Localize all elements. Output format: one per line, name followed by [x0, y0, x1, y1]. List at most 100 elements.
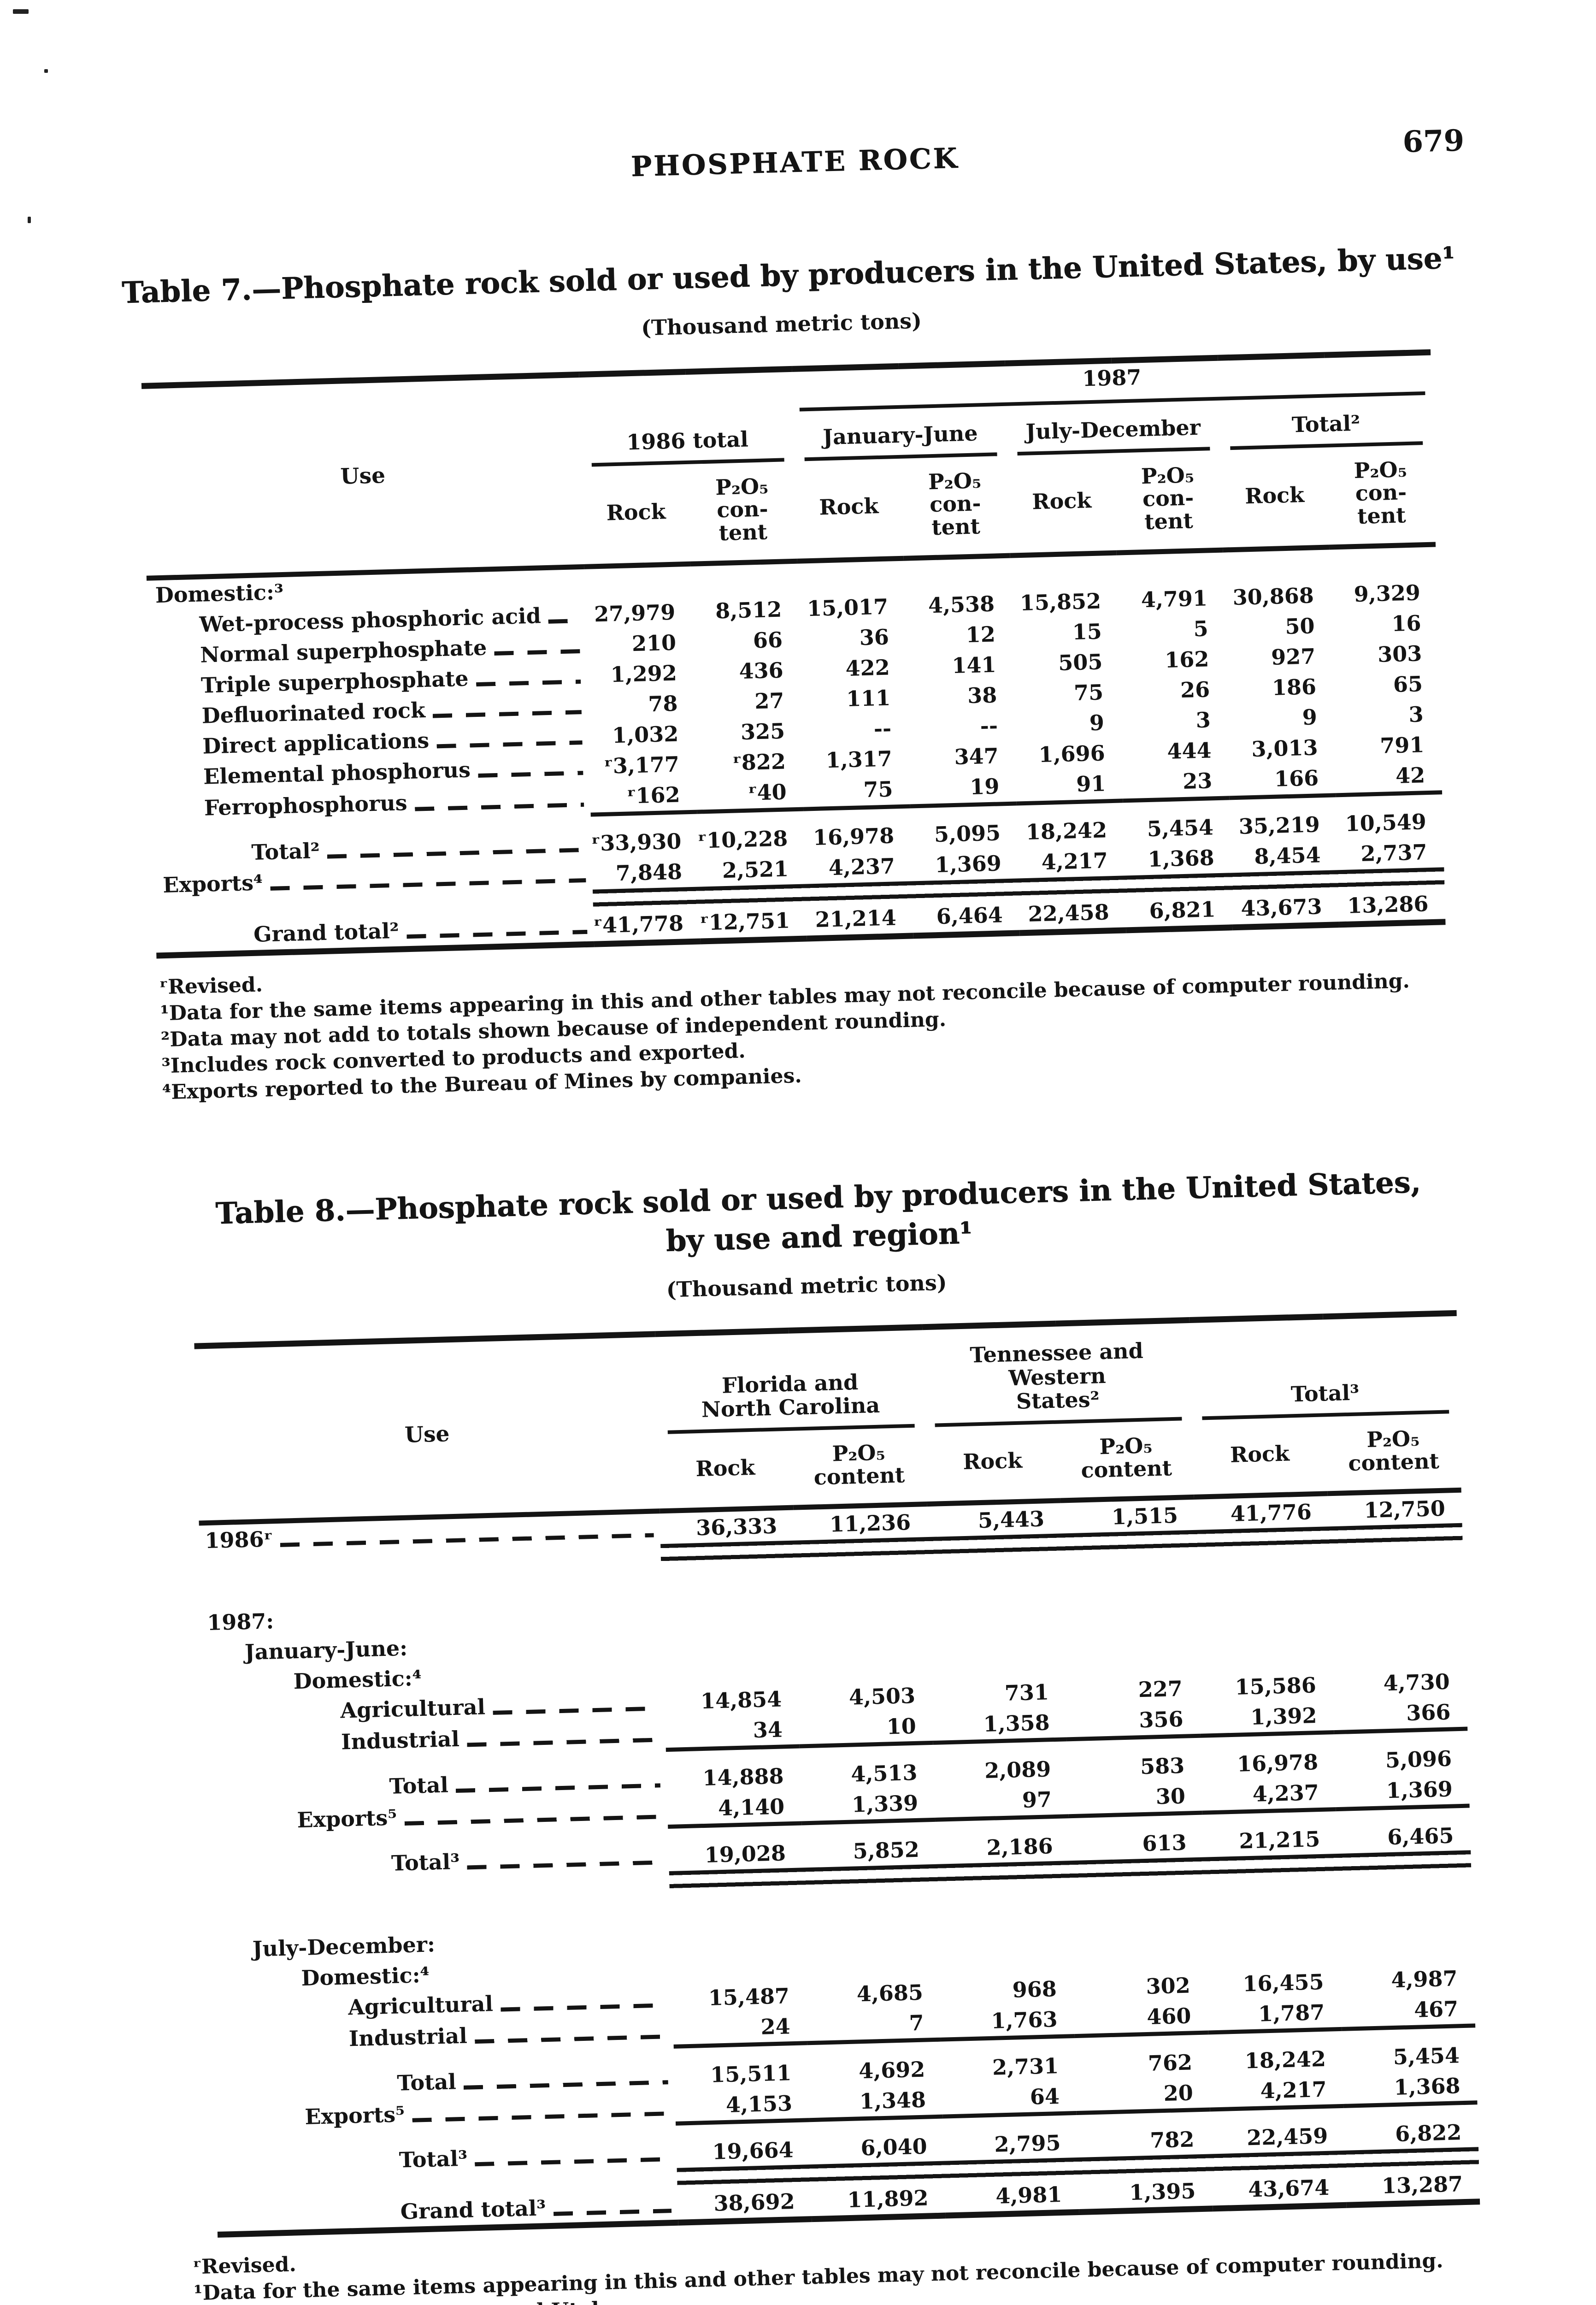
value-cell — [931, 1646, 1065, 1680]
col-header-rock: Rock — [695, 1454, 755, 1482]
row-label-text: 1986ʳ — [204, 1526, 273, 1553]
value-cell: 22,459 — [1246, 2123, 1328, 2150]
value-cell: 1,696 — [1038, 740, 1106, 767]
scan-speck — [28, 217, 31, 223]
value-cell: ʳ41,778 — [593, 910, 684, 938]
value-cell: 2,731 — [992, 2053, 1059, 2080]
value-cell: 19,028 — [704, 1840, 786, 1868]
col-group-total: Total² — [1219, 395, 1433, 450]
value-cell: 6,822 — [1395, 2119, 1462, 2146]
value-cell: 4,237 — [1252, 1779, 1319, 1807]
value-cell: ʳ33,930 — [591, 828, 682, 856]
value-cell: 7,848 — [615, 859, 683, 886]
table7-header: Use 1987 1986 total January-June July-De… — [141, 352, 1436, 578]
value-cell: ʳ12,751 — [700, 908, 790, 935]
table8-title: Table 8.—Phosphate rock sold or used by … — [215, 1165, 1421, 1259]
value-cell — [691, 561, 798, 597]
value-cell: 4,692 — [858, 2057, 925, 2083]
value-cell: 6,465 — [1387, 1822, 1454, 1850]
dash-leader — [463, 2080, 668, 2090]
row-label-text: Total³ — [391, 1849, 460, 1876]
value-cell: 12 — [966, 621, 996, 647]
value-cell: 5 — [1193, 616, 1209, 642]
value-cell: 1,787 — [1258, 1999, 1325, 2027]
row-label-text: Elemental phosphorus — [203, 757, 471, 789]
value-cell: 3,013 — [1251, 735, 1319, 762]
value-cell: 1,368 — [1393, 2073, 1461, 2100]
value-cell: 16 — [1391, 610, 1422, 636]
value-cell: 42 — [1395, 762, 1425, 788]
value-cell: 347 — [954, 743, 999, 769]
value-cell: 2,737 — [1360, 839, 1428, 866]
value-cell: 21,215 — [1238, 1826, 1321, 1854]
dash-leader — [476, 680, 581, 687]
row-label-text: Triple superphosphate — [200, 666, 469, 698]
table8-body: 1986ʳ 36,333 11,236 5,443 1,515 41,776 12,750 1… — [199, 1490, 1480, 2235]
col-header-use-text: Use — [340, 463, 386, 490]
table7-footnotes: ʳRevised. ¹Data for the same items appear… — [159, 936, 1596, 1105]
value-cell: 1,032 — [612, 721, 679, 748]
col-header-p2o5-content: P₂O₅ content — [1080, 1433, 1172, 1483]
value-cell: 583 — [1140, 1753, 1185, 1779]
col-header-rock: Rock — [1031, 488, 1092, 514]
value-cell: 4,730 — [1383, 1669, 1450, 1696]
col-header-rock: Rock — [1230, 1441, 1290, 1467]
col-group-july-december: July-December — [1006, 401, 1220, 456]
value-cell — [930, 1616, 1065, 1650]
dash-leader — [501, 2003, 666, 2012]
value-cell: 4,503 — [848, 1683, 916, 1710]
value-cell: 186 — [1272, 674, 1317, 700]
value-cell: 18,242 — [1025, 817, 1107, 845]
row-label-text: Defluorinated rock — [201, 697, 426, 728]
table7: Use 1987 1986 total January-June July-De… — [141, 349, 1446, 958]
value-cell: 4,140 — [718, 1793, 785, 1820]
value-cell — [1071, 1909, 1206, 1943]
value-cell — [671, 1920, 805, 1954]
dash-leader — [433, 710, 582, 718]
row-label-text: Domestic:³ — [155, 579, 284, 608]
value-cell: 9 — [1302, 704, 1318, 730]
value-cell: 1,292 — [610, 660, 677, 687]
row-label-text: Normal superphosphate — [200, 635, 487, 668]
dash-leader — [270, 878, 586, 891]
value-cell: 64 — [1030, 2083, 1060, 2110]
value-cell: 4,217 — [1041, 848, 1108, 875]
value-cell: 1,515 — [1111, 1502, 1178, 1530]
col-group-total: Total³ — [1190, 1313, 1459, 1420]
row-label-text: Direct applications — [202, 727, 430, 759]
value-cell — [1331, 1636, 1466, 1670]
value-cell: 34 — [753, 1716, 783, 1743]
value-cell: 2,795 — [994, 2130, 1061, 2157]
value-cell: 66 — [753, 627, 783, 653]
value-cell — [796, 1619, 931, 1653]
value-cell: 23 — [1182, 768, 1213, 794]
row-label-text: Exports⁴ — [162, 870, 263, 898]
value-cell: 14,854 — [700, 1686, 782, 1714]
value-cell: 731 — [1004, 1679, 1049, 1706]
value-cell: 43,673 — [1240, 893, 1323, 921]
row-label-text: Domestic:⁴ — [293, 1665, 422, 1694]
scan-speck — [44, 69, 48, 73]
row-label-text: July-December: — [252, 1931, 436, 1962]
value-cell: 8,454 — [1254, 842, 1321, 869]
row-label-text: Industrial — [341, 1726, 460, 1755]
value-cell — [1064, 1612, 1198, 1646]
table8: Use Florida and North Carolina Tennessee… — [194, 1310, 1480, 2238]
value-cell: 9 — [1089, 710, 1105, 736]
value-cell: 10 — [886, 1713, 917, 1739]
value-cell: 15 — [1072, 619, 1102, 644]
value-cell — [671, 1950, 806, 1984]
dash-leader — [548, 619, 579, 624]
col-header-use: Use — [141, 375, 584, 578]
value-cell: 21,214 — [815, 905, 897, 932]
value-cell: 210 — [631, 630, 677, 656]
value-cell — [1206, 1936, 1340, 1970]
col-group-label: January-June — [803, 418, 997, 461]
value-cell: 166 — [1274, 765, 1319, 792]
value-cell: 2,521 — [722, 856, 789, 883]
row-label-text: Total — [396, 2069, 457, 2096]
value-cell: 227 — [1138, 1676, 1183, 1702]
dash-leader — [493, 1706, 659, 1715]
value-cell: 16,455 — [1242, 1969, 1325, 1997]
